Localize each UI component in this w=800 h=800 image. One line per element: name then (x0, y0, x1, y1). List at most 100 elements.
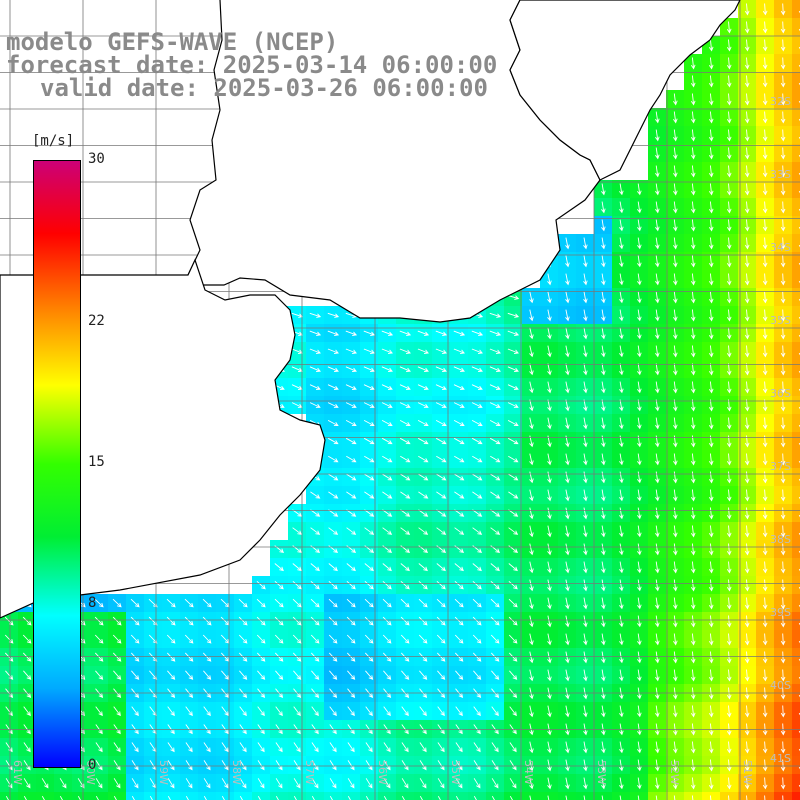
wind-arrow (780, 669, 786, 682)
wind-arrow (113, 742, 121, 753)
wind-arrow (363, 366, 375, 372)
wind-arrow (365, 724, 373, 735)
wind-arrow (489, 312, 502, 318)
wind-arrow (508, 527, 519, 535)
wind-arrow (382, 652, 392, 662)
wind-arrow (690, 525, 696, 538)
wind-arrow (547, 327, 552, 340)
wind-arrow (490, 652, 500, 662)
wind-arrow (347, 724, 355, 735)
wind-arrow (583, 255, 588, 268)
wind-arrow (221, 760, 229, 771)
wind-arrow (346, 527, 357, 535)
wind-cell (540, 792, 558, 800)
wind-arrow (726, 129, 732, 142)
wind-arrow (547, 525, 552, 538)
wind-arrow (744, 129, 750, 142)
wind-arrow (708, 723, 714, 736)
wind-arrow (400, 580, 410, 590)
wind-arrow (382, 580, 392, 590)
wind-cell (648, 792, 666, 800)
wind-arrow (708, 471, 714, 484)
wind-arrow (529, 759, 534, 772)
wind-arrow (637, 381, 642, 394)
wind-arrow (726, 237, 732, 250)
wind-arrow (473, 760, 481, 771)
wind-cell (792, 36, 800, 54)
wind-arrow (762, 219, 768, 232)
wind-cell (792, 108, 800, 126)
wind-arrow (491, 706, 499, 717)
wind-arrow (726, 561, 732, 574)
wind-arrow (708, 561, 714, 574)
wind-arrow (565, 363, 570, 376)
wind-cell (738, 792, 756, 800)
wind-arrow (238, 616, 248, 626)
wind-arrow (780, 651, 786, 664)
wind-arrow (780, 93, 786, 106)
wind-cell (162, 792, 180, 800)
wind-arrow (726, 723, 732, 736)
wind-arrow (203, 670, 212, 680)
wind-arrow (95, 670, 104, 680)
wind-arrow (601, 705, 606, 718)
wind-arrow (655, 345, 660, 358)
wind-arrow (655, 273, 660, 286)
wind-arrow (381, 366, 393, 372)
wind-arrow (565, 633, 570, 646)
wind-arrow (744, 57, 750, 70)
wind-arrow (690, 147, 696, 160)
wind-arrow (583, 543, 588, 556)
wind-arrow (690, 345, 696, 358)
wind-arrow (619, 777, 624, 790)
wind-arrow (637, 597, 642, 610)
wind-arrow (762, 381, 768, 394)
wind-arrow (221, 742, 229, 753)
wind-arrow (673, 183, 678, 196)
wind-cell (558, 792, 576, 800)
wind-arrow (94, 634, 104, 644)
wind-arrow (673, 273, 678, 286)
wind-arrow (418, 652, 428, 662)
wind-arrow (780, 507, 786, 520)
wind-arrow (489, 384, 501, 391)
latitude-label: 38S (770, 533, 791, 546)
wind-arrow (637, 759, 642, 772)
wind-arrow (780, 327, 786, 340)
wind-arrow (655, 579, 660, 592)
wind-arrow (22, 652, 32, 662)
wind-arrow (293, 670, 302, 680)
wind-arrow (364, 580, 374, 590)
wind-arrow (257, 706, 265, 717)
wind-arrow (744, 255, 750, 268)
wind-arrow (619, 651, 624, 664)
wind-arrow (112, 652, 122, 662)
wind-arrow (637, 651, 642, 664)
wind-arrow (780, 777, 786, 790)
wind-arrow (327, 420, 339, 427)
wind-arrow (726, 669, 732, 682)
wind-arrow (637, 453, 642, 466)
wind-arrow (239, 742, 247, 753)
wind-arrow (637, 327, 642, 340)
wind-arrow (744, 111, 750, 124)
wind-arrow (673, 471, 678, 484)
wind-arrow (418, 616, 428, 626)
wind-arrow (346, 616, 356, 626)
wind-cell (720, 792, 738, 800)
wind-arrow (311, 706, 319, 717)
wind-arrow (780, 561, 786, 574)
wind-arrow (417, 330, 430, 336)
wind-arrow (292, 634, 302, 644)
wind-arrow (744, 165, 750, 178)
wind-arrow (673, 597, 678, 610)
longitude-label: 59W (157, 760, 170, 785)
wind-arrow (690, 471, 696, 484)
wind-cell (342, 792, 360, 800)
wind-arrow (202, 616, 212, 626)
wind-arrow (726, 597, 732, 610)
colorbar-tick-label: 22 (88, 312, 105, 329)
wind-arrow (762, 615, 768, 628)
wind-arrow (762, 543, 768, 556)
